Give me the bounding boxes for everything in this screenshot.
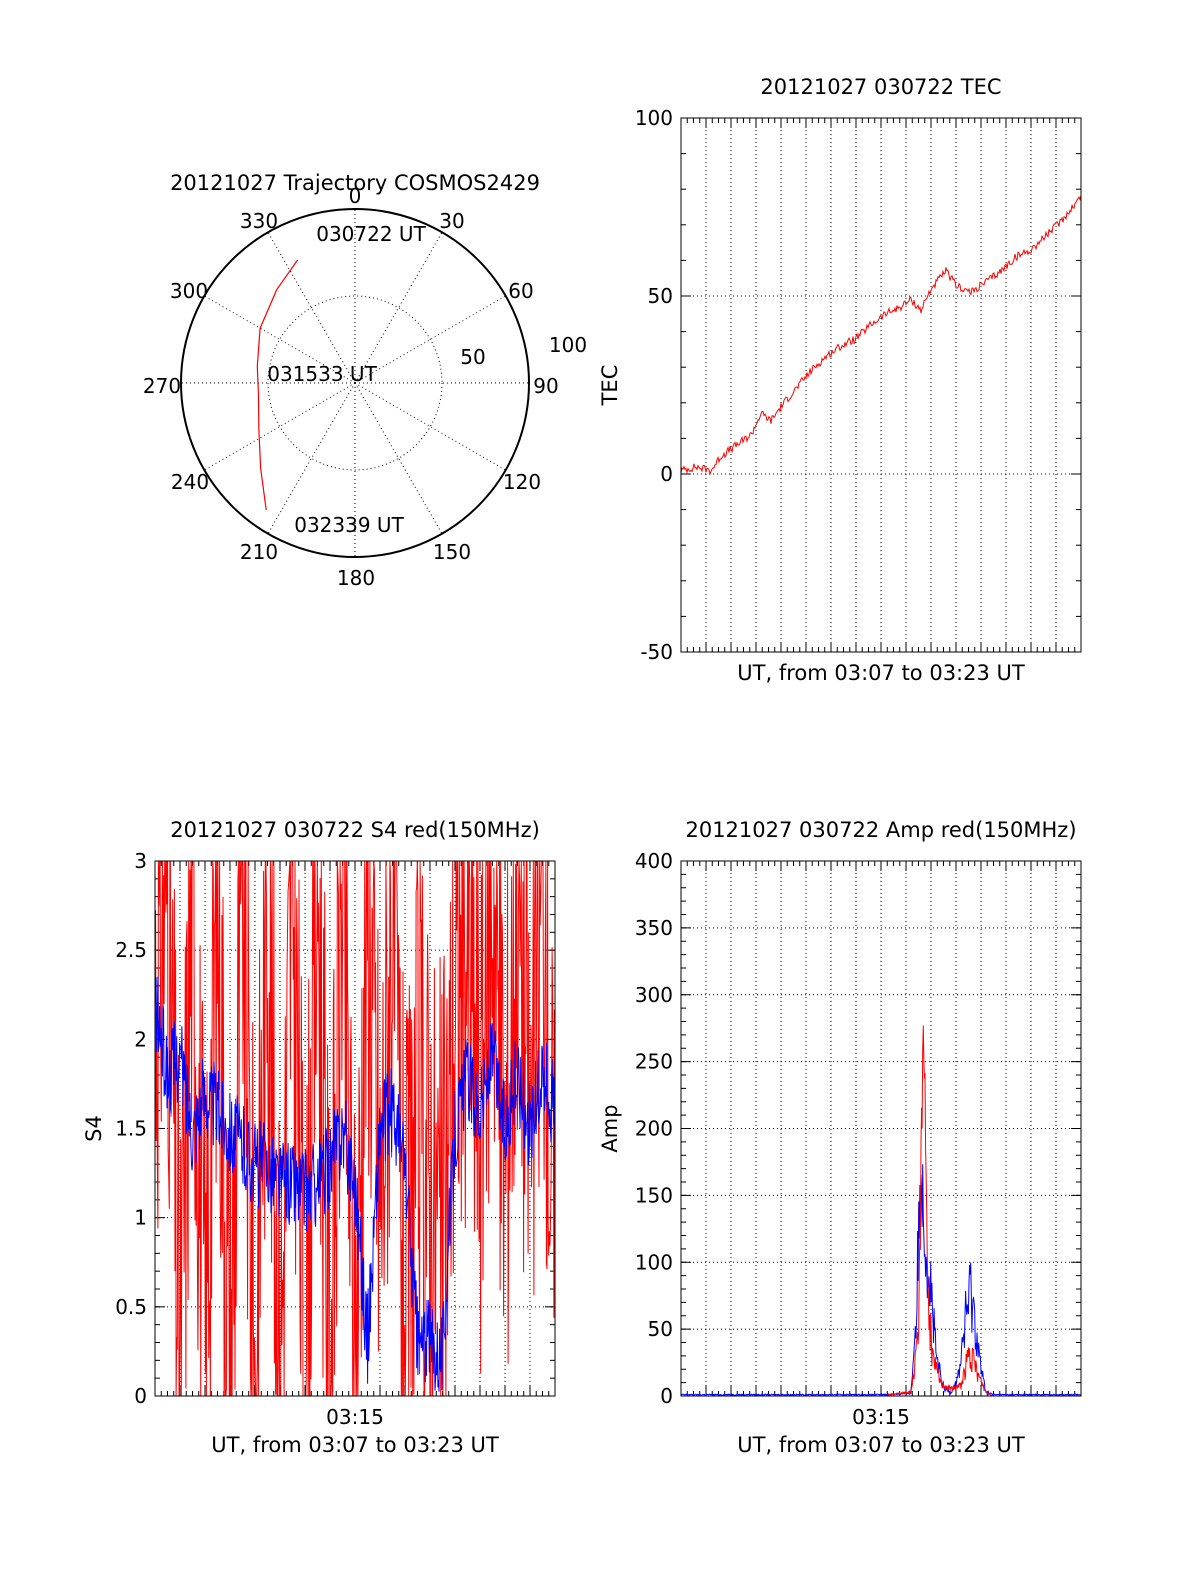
y-tick-label: 150 xyxy=(635,1183,673,1207)
y-tick-label: 0.5 xyxy=(115,1295,147,1319)
amp-plot-title: 20121027 030722 Amp red(150MHz) xyxy=(685,818,1076,842)
azimuth-label-210: 210 xyxy=(240,540,278,564)
x-tick-label: 03:15 xyxy=(852,1405,910,1429)
amp-plot-frame xyxy=(680,860,1082,1397)
polar-spoke xyxy=(267,382,356,534)
radius-label-50: 50 xyxy=(460,345,485,369)
y-tick-label: 2 xyxy=(134,1027,147,1051)
y-tick-label: 50 xyxy=(648,1317,673,1341)
tec-plot-title: 20121027 030722 TEC xyxy=(760,75,1001,99)
y-tick-label: 0 xyxy=(660,462,673,486)
azimuth-label-330: 330 xyxy=(240,209,278,233)
polar-spoke xyxy=(204,382,356,471)
azimuth-label-240: 240 xyxy=(171,470,209,494)
y-tick-label: 1.5 xyxy=(115,1117,147,1141)
s4-plot-frame xyxy=(154,860,556,1397)
y-tick-label: 50 xyxy=(648,284,673,308)
s4-plot-title: 20121027 030722 S4 red(150MHz) xyxy=(170,818,540,842)
polar-spoke xyxy=(354,382,443,534)
time-annotation: 030722 UT xyxy=(316,222,426,246)
azimuth-label-180: 180 xyxy=(337,566,375,590)
azimuth-label-60: 60 xyxy=(508,279,533,303)
y-tick-label: 0 xyxy=(660,1384,673,1408)
s4-plot: 20121027 030722 S4 red(150MHz) 0 0.5 1 1.5 2 2… xyxy=(82,818,556,1457)
azimuth-label-120: 120 xyxy=(503,470,541,494)
s4-plot-xlabel: UT, from 03:07 to 03:23 UT xyxy=(211,1433,499,1457)
time-annotation: 032339 UT xyxy=(294,513,404,537)
polar-spoke xyxy=(354,382,506,471)
polar-spoke xyxy=(354,232,443,384)
series-line-1 xyxy=(680,195,1082,476)
radius-label-100: 100 xyxy=(549,333,587,357)
s4-plot-ylabel: S4 xyxy=(82,1115,106,1142)
amp-plot-ylabel: Amp xyxy=(598,1104,622,1152)
azimuth-label-300: 300 xyxy=(170,279,208,303)
y-tick-label: 400 xyxy=(635,849,673,873)
azimuth-label-270: 270 xyxy=(143,374,181,398)
polar-spoke xyxy=(354,295,506,384)
time-annotation: 031533 UT xyxy=(267,362,377,386)
amp-plot-xlabel: UT, from 03:07 to 03:23 UT xyxy=(737,1433,1025,1457)
y-tick-label: 100 xyxy=(635,1250,673,1274)
tec-plot: 20121027 030722 TEC -50 0 50 100 UT, from 03:… xyxy=(598,75,1082,685)
azimuth-label-30: 30 xyxy=(439,209,464,233)
tec-plot-xlabel: UT, from 03:07 to 03:23 UT xyxy=(737,661,1025,685)
polar-outer-ring xyxy=(180,208,530,558)
y-tick-label: 100 xyxy=(635,106,673,130)
polar-spoke xyxy=(204,295,356,384)
y-tick-label: 200 xyxy=(635,1117,673,1141)
polar-inner-ring xyxy=(267,295,443,471)
series-line-2 xyxy=(154,976,556,1392)
azimuth-label-150: 150 xyxy=(433,540,471,564)
y-tick-label: -50 xyxy=(640,640,673,664)
y-tick-label: 3 xyxy=(134,849,147,873)
polar-spoke xyxy=(267,232,356,384)
trajectory-title: 20121027 Trajectory COSMOS2429 xyxy=(170,171,540,195)
series-line-1 xyxy=(680,1164,1082,1397)
y-tick-label: 1 xyxy=(134,1206,147,1230)
azimuth-label-90: 90 xyxy=(533,374,558,398)
trajectory-track xyxy=(256,259,299,510)
tec-plot-ylabel: TEC xyxy=(598,365,622,407)
tec-plot-frame xyxy=(680,117,1082,653)
y-tick-label: 300 xyxy=(635,983,673,1007)
azimuth-label-0: 0 xyxy=(349,184,362,208)
y-tick-label: 0 xyxy=(134,1384,147,1408)
amp-plot: 20121027 030722 Amp red(150MHz) 0 50 100 150… xyxy=(598,818,1082,1457)
y-tick-label: 250 xyxy=(635,1050,673,1074)
y-tick-label: 2.5 xyxy=(115,938,147,962)
x-tick-label: 03:15 xyxy=(326,1405,384,1429)
y-tick-label: 350 xyxy=(635,916,673,940)
